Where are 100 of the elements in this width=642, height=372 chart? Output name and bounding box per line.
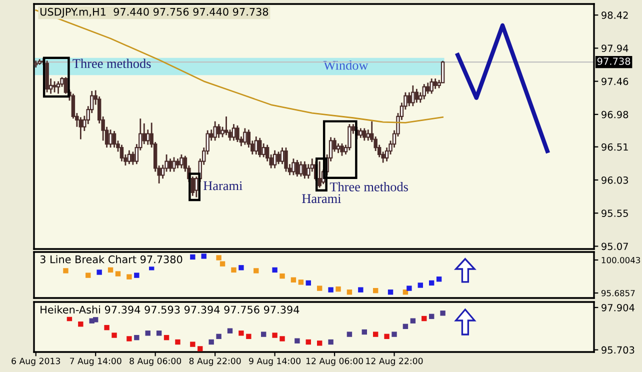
y-tick-label: 96.03 (602, 176, 628, 184)
point (346, 332, 352, 337)
candlestick (254, 136, 258, 156)
point (246, 334, 252, 340)
x-tick-label: 7 Aug 14:00 (70, 358, 122, 366)
candlestick (280, 146, 284, 165)
point (317, 286, 322, 291)
y-tick-label: 96.98 (602, 110, 628, 118)
point (190, 254, 196, 260)
candlestick (146, 128, 150, 146)
candlestick (426, 82, 430, 94)
point (115, 271, 121, 276)
candlestick (232, 123, 236, 142)
candlestick (262, 142, 266, 158)
annotation: Three methods (72, 58, 151, 68)
x-tick-label: 12 Aug 06:00 (306, 358, 363, 366)
point (328, 287, 334, 292)
point (112, 332, 117, 338)
candlestick (407, 92, 412, 107)
point (78, 322, 84, 327)
point (418, 282, 423, 288)
point (388, 290, 394, 295)
y-tick-label: 95.55 (602, 210, 628, 217)
point (220, 261, 226, 266)
chart-title: Heiken-Ashi 97.394 97.593 97.394 97.756 97.394 (40, 306, 300, 314)
candlestick (299, 160, 303, 178)
point (145, 330, 150, 336)
candlestick (272, 150, 277, 169)
candlestick (127, 150, 132, 165)
annotation: Harami (204, 181, 242, 190)
candlestick (172, 156, 176, 172)
point (429, 314, 434, 320)
candlestick (336, 142, 340, 154)
candlestick (258, 137, 262, 158)
candlestick (64, 76, 68, 94)
point (336, 286, 341, 292)
y-tick-label: 100.0043 (602, 256, 640, 264)
y-tick-label: 98.42 (602, 12, 628, 19)
point (280, 336, 285, 342)
point (290, 277, 296, 282)
point (373, 332, 378, 337)
candlestick (142, 122, 146, 145)
candlestick (362, 128, 366, 142)
candlestick (56, 80, 60, 94)
y-tick-label: 97.94 (602, 44, 628, 52)
x-tick-label: 12 Aug 22:00 (366, 358, 423, 366)
point (93, 317, 98, 322)
x-tick-label: 9 Aug 14:00 (249, 358, 301, 366)
candlestick (414, 88, 419, 104)
candlestick (358, 128, 363, 139)
candlestick (52, 80, 56, 94)
chart-title: USDJPY.m,H1 97.440 97.756 97.440 97.738 (40, 8, 268, 18)
candlestick (292, 158, 296, 176)
candlestick (348, 123, 352, 152)
point (358, 287, 364, 292)
point (238, 330, 244, 336)
y-tick-label: 95.6857 (601, 290, 635, 296)
point (346, 290, 352, 295)
point (254, 268, 259, 274)
point (328, 339, 334, 345)
y-tick-label: 97.46 (602, 78, 628, 86)
candlestick (284, 146, 288, 172)
annotation: Harami (302, 194, 341, 204)
candlestick (243, 128, 247, 146)
point (294, 338, 300, 344)
candlestick (168, 158, 172, 172)
point (306, 280, 311, 286)
candlestick (112, 130, 116, 148)
point (440, 310, 446, 316)
candlestick (131, 150, 135, 166)
point (373, 288, 378, 294)
point (175, 339, 180, 345)
point (261, 332, 266, 337)
point (108, 267, 114, 273)
point (216, 334, 222, 340)
y-tick-label: 95.703 (602, 346, 634, 354)
candlestick (340, 142, 344, 157)
point (272, 332, 278, 338)
line-series (35, 10, 444, 124)
annotation: Three methods (330, 182, 408, 192)
point (429, 280, 434, 286)
candlestick (236, 124, 240, 143)
point (96, 270, 102, 275)
point (208, 339, 214, 345)
point (104, 324, 110, 330)
candlestick (120, 144, 124, 162)
point (272, 267, 278, 273)
point (362, 329, 367, 335)
point (306, 339, 311, 345)
band-label: Window (323, 60, 368, 70)
x-tick-label: 6 Aug 2013 (12, 358, 60, 366)
candlestick (78, 116, 83, 140)
y-tick-label: 96.51 (602, 143, 628, 151)
point (156, 330, 162, 336)
point (422, 316, 427, 322)
y-tick-label: 95.07 (602, 242, 628, 250)
candlestick (108, 128, 112, 148)
point (384, 334, 390, 340)
point (227, 328, 233, 334)
line-series (456, 23, 550, 154)
